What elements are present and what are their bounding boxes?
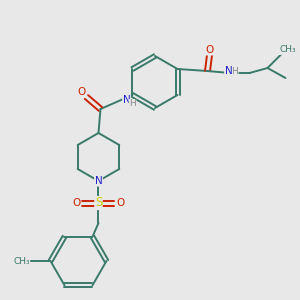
Text: O: O xyxy=(206,45,214,55)
Text: O: O xyxy=(77,87,86,97)
Text: CH₃: CH₃ xyxy=(13,256,30,266)
Text: N: N xyxy=(94,176,102,186)
Text: CH₃: CH₃ xyxy=(279,46,296,55)
Text: H: H xyxy=(231,67,238,76)
Text: N: N xyxy=(225,66,232,76)
Text: S: S xyxy=(95,196,102,209)
Text: O: O xyxy=(72,198,81,208)
Text: O: O xyxy=(116,198,124,208)
Text: H: H xyxy=(129,100,136,109)
Text: N: N xyxy=(123,95,130,105)
